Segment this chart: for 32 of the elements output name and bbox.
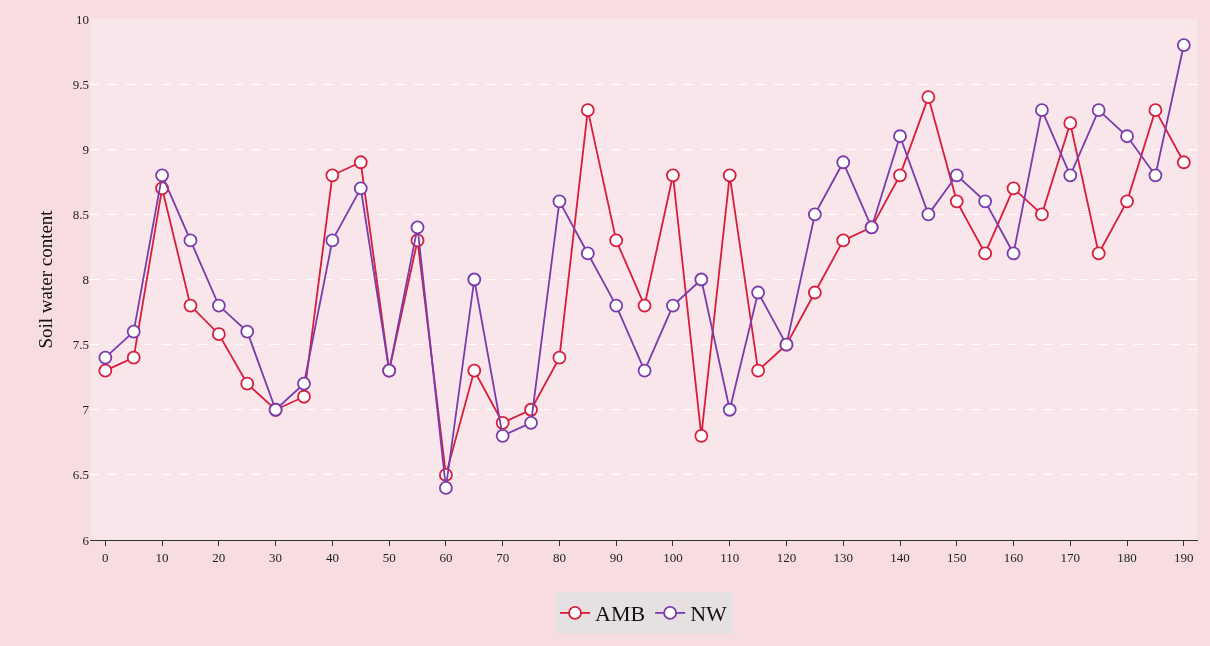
y-axis-title: Soil water content xyxy=(34,209,56,349)
x-tick-label: 40 xyxy=(325,549,339,565)
x-tick-label: 30 xyxy=(269,549,283,565)
x-tick-label: 180 xyxy=(1117,549,1137,565)
x-tick-label: 70 xyxy=(496,549,510,565)
x-tick-label: 20 xyxy=(212,549,226,565)
legend-label: NW xyxy=(690,601,728,627)
x-tick-label: 170 xyxy=(1060,549,1081,565)
x-tick-label: 90 xyxy=(609,549,623,565)
y-tick-label: 6 xyxy=(82,532,90,548)
x-tick-label: 120 xyxy=(776,549,797,565)
y-tick-label: 8.5 xyxy=(72,206,89,222)
x-tick-label: 100 xyxy=(663,549,683,565)
x-tick-label: 0 xyxy=(102,549,109,565)
legend-label: AMB xyxy=(595,601,646,627)
y-tick-label: 6.5 xyxy=(72,467,89,483)
y-tick-label: 9.5 xyxy=(72,76,89,92)
y-tick-label: 8 xyxy=(82,272,89,288)
y-tick-label: 10 xyxy=(76,11,89,27)
y-tick-label: 7.5 xyxy=(72,337,89,353)
x-tick-label: 10 xyxy=(155,549,169,565)
x-tick-label: 50 xyxy=(382,549,396,565)
x-tick-label: 110 xyxy=(720,549,740,565)
x-tick-label: 60 xyxy=(439,549,453,565)
x-tick-label: 80 xyxy=(552,549,566,565)
x-tick-label: 190 xyxy=(1174,549,1194,565)
x-tick-label: 130 xyxy=(833,549,853,565)
y-tick-label: 7 xyxy=(82,402,90,418)
x-tick-label: 150 xyxy=(947,549,967,565)
y-tick-label: 9 xyxy=(82,141,89,157)
x-tick-label: 140 xyxy=(890,549,910,565)
x-tick-label: 160 xyxy=(1003,549,1024,565)
